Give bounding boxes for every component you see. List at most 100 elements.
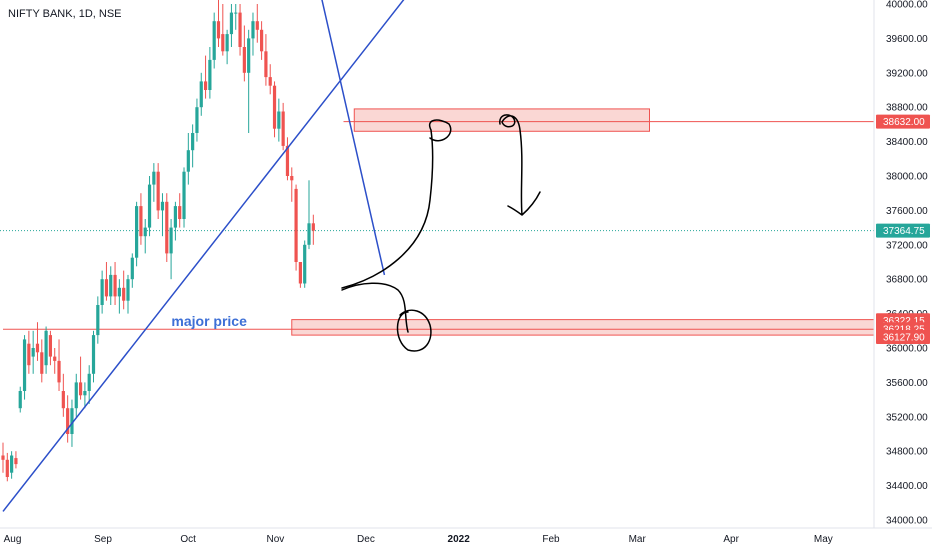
- y-tick-label: 36800.00: [886, 275, 928, 286]
- x-tick-label: Feb: [542, 534, 560, 545]
- candle-body: [229, 12, 234, 35]
- candle-body: [191, 133, 195, 151]
- candle-body: [22, 339, 27, 391]
- price-tag: [876, 330, 930, 345]
- x-tick-label: Aug: [4, 534, 22, 545]
- x-tick-label: May: [814, 534, 833, 545]
- candle-body: [195, 107, 199, 133]
- candle-body: [311, 223, 315, 231]
- y-tick-label: 35200.00: [886, 412, 928, 423]
- candle-body: [285, 145, 290, 176]
- candle-body: [70, 408, 74, 434]
- candle-body: [35, 343, 40, 353]
- candle-body: [40, 352, 44, 374]
- x-tick-label: Dec: [357, 534, 375, 545]
- y-tick-label: 34000.00: [886, 516, 928, 527]
- x-tick-label: 2022: [448, 534, 471, 545]
- candle-body: [255, 21, 259, 30]
- y-tick-label: 36000.00: [886, 344, 928, 355]
- candle-body: [152, 171, 156, 185]
- price-tag: [876, 223, 930, 238]
- candle-body: [48, 335, 53, 357]
- candle-body: [117, 287, 121, 297]
- zone-supply-zone: [353, 108, 650, 132]
- candle-body: [290, 176, 294, 181]
- candle-body: [14, 458, 18, 465]
- candle-body: [27, 343, 31, 366]
- x-tick-label: Nov: [267, 534, 285, 545]
- candle-body: [165, 201, 169, 254]
- candle-body: [91, 335, 96, 374]
- candle-body: [242, 47, 246, 73]
- candles-group: [1, 0, 315, 482]
- candle-body: [139, 206, 143, 237]
- candle-body: [199, 81, 203, 108]
- candle-body: [238, 12, 242, 48]
- candle-body: [264, 51, 268, 78]
- candle-body: [178, 206, 182, 219]
- y-tick-label: 40000.00: [886, 0, 928, 11]
- price-tag-label: 37364.75: [883, 226, 925, 237]
- candle-body: [277, 111, 281, 129]
- candle-body: [61, 391, 65, 409]
- candle-body: [74, 382, 78, 409]
- candle-body: [18, 391, 22, 409]
- candle-body: [169, 227, 173, 254]
- candle-body: [135, 206, 139, 258]
- y-tick-label: 35600.00: [886, 378, 928, 389]
- candle-body: [1, 455, 5, 460]
- candle-body: [234, 12, 238, 14]
- annotation-label: major price: [171, 313, 247, 329]
- y-tick-label: 38800.00: [886, 103, 928, 114]
- candle-body: [294, 188, 298, 262]
- candle-body: [87, 373, 91, 391]
- candle-body: [53, 356, 57, 361]
- candle-body: [298, 262, 302, 284]
- candle-body: [251, 21, 255, 39]
- candle-body: [272, 85, 277, 129]
- price-tag-label: 36322.15: [883, 316, 925, 327]
- trendline-falling-line: [321, 0, 386, 276]
- price-tag-label: 36127.90: [883, 333, 925, 344]
- candle-body: [96, 305, 100, 336]
- candle-body: [57, 360, 61, 383]
- candle-body: [126, 279, 130, 301]
- trendline-rising-support: [2, 0, 405, 512]
- x-tick-label: Oct: [180, 534, 196, 545]
- candle-body: [268, 77, 272, 86]
- candle-body: [78, 382, 83, 396]
- candle-body: [31, 348, 35, 357]
- candle-body: [44, 330, 48, 366]
- candle-body: [186, 150, 190, 172]
- ink-curve-down: [341, 282, 409, 333]
- x-tick-label: Apr: [723, 534, 739, 545]
- candle-body: [5, 459, 9, 477]
- candle-body: [130, 257, 134, 280]
- candle-body: [216, 21, 221, 39]
- y-tick-label: 38400.00: [886, 137, 928, 148]
- candle-body: [100, 279, 104, 305]
- candle-body: [160, 201, 165, 211]
- candle-body: [66, 408, 70, 434]
- ink-circle: [396, 309, 432, 352]
- x-tick-label: Mar: [629, 534, 647, 545]
- y-tick-label: 37600.00: [886, 206, 928, 217]
- ink-arrow-down: [499, 114, 541, 216]
- y-tick-label: 34400.00: [886, 481, 928, 492]
- candle-body: [104, 279, 109, 297]
- candle-body: [281, 111, 285, 146]
- candle-body: [109, 274, 113, 297]
- candle-body: [260, 29, 264, 52]
- y-tick-label: 38000.00: [886, 172, 928, 183]
- candle-body: [147, 184, 152, 228]
- price-tag: [876, 114, 930, 129]
- y-tick-label: 39600.00: [886, 34, 928, 45]
- candle-body: [203, 81, 208, 90]
- candle-body: [143, 227, 147, 237]
- candle-body: [212, 21, 216, 60]
- candle-body: [221, 34, 225, 52]
- candle-body: [307, 223, 311, 245]
- candle-body: [303, 244, 307, 284]
